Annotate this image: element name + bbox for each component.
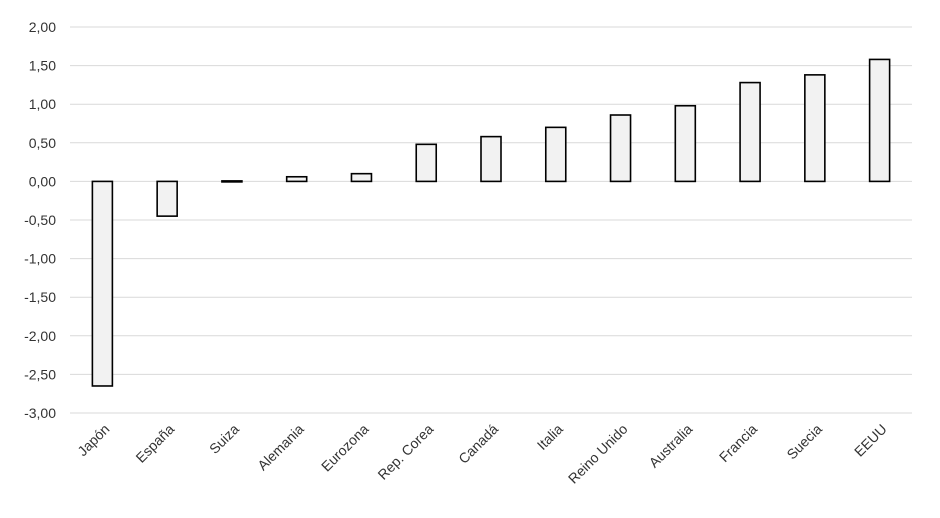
bar-alemania	[285, 175, 308, 183]
bar-italia	[544, 126, 567, 183]
x-tick-label: Alemania	[254, 421, 307, 474]
y-tick-label: 2,00	[29, 19, 56, 35]
bar-francia	[739, 81, 761, 183]
y-tick-label: 0,00	[29, 173, 56, 189]
x-axis-tick-labels: Japón España Suiza Alemania Eurozona Rep. Cor…	[74, 421, 890, 487]
x-tick-label: Francia	[716, 421, 760, 465]
gridlines	[70, 26, 912, 414]
bar-reino-unido	[609, 114, 632, 183]
bar-canad-	[480, 135, 502, 183]
y-tick-label: -2,50	[24, 366, 56, 382]
bar-australia	[674, 104, 697, 183]
y-tick-label: 0,50	[29, 135, 56, 151]
y-tick-label: -1,00	[24, 251, 56, 267]
x-tick-label: Italia	[534, 421, 566, 453]
x-tick-label: Suiza	[206, 421, 242, 457]
bars	[91, 58, 891, 387]
bar-jap-n	[91, 180, 114, 387]
y-tick-label: -0,50	[24, 212, 56, 228]
bar-suiza	[221, 180, 243, 183]
x-tick-label: Suecia	[783, 421, 825, 463]
bar-suecia	[804, 74, 826, 183]
x-tick-label: Canadá	[455, 421, 501, 467]
x-tick-label: EEUU	[851, 421, 890, 460]
bar-espa-a	[156, 180, 178, 217]
bar-eeuu	[868, 58, 891, 183]
x-tick-label: Australia	[646, 421, 696, 471]
x-tick-label: Eurozona	[318, 421, 372, 475]
x-tick-label: España	[132, 421, 177, 466]
x-tick-label: Japón	[74, 421, 112, 459]
y-tick-label: -3,00	[24, 405, 56, 421]
x-tick-label: Reino Unido	[565, 421, 631, 487]
bar-eurozona	[350, 172, 373, 183]
y-axis-tick-labels: 2,00 1,50 1,00 0,50 0,00 -0,50 -1,00 -1,50 -2,00…	[24, 19, 56, 421]
bar-rep-corea	[415, 143, 438, 183]
y-tick-label: -2,00	[24, 328, 56, 344]
y-tick-label: 1,50	[29, 58, 56, 74]
y-tick-label: -1,50	[24, 289, 56, 305]
y-tick-label: 1,00	[29, 96, 56, 112]
x-tick-label: Rep. Corea	[374, 421, 436, 483]
